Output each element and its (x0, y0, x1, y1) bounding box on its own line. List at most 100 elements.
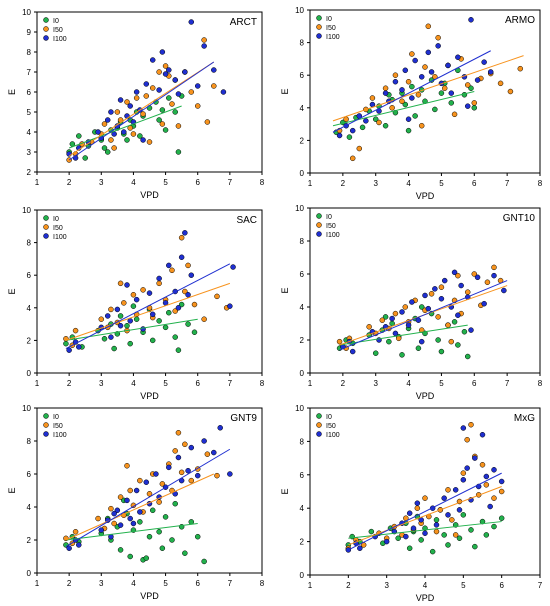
y-tick-label: 10 (22, 8, 31, 17)
data-point (182, 441, 188, 448)
data-point (133, 316, 140, 322)
trend-line-i50 (348, 486, 502, 546)
y-tick-label: 6 (27, 470, 32, 479)
data-point (491, 264, 497, 271)
data-point (460, 470, 467, 476)
legend-label: I50 (53, 423, 63, 430)
legend-marker (316, 413, 322, 419)
y-tick-label: 8 (300, 237, 305, 246)
data-point (451, 269, 458, 276)
data-point (349, 127, 356, 134)
data-point (95, 129, 101, 135)
data-point (402, 304, 409, 310)
data-point (441, 532, 447, 538)
data-point (162, 127, 169, 133)
data-point (474, 77, 481, 83)
x-tick-label: 1 (35, 579, 40, 588)
legend-marker (316, 231, 322, 237)
data-point (445, 487, 451, 493)
legend: I0 I50 I100 (43, 17, 67, 43)
data-point (409, 51, 415, 57)
plot-frame (309, 207, 541, 374)
trend-line-i50 (65, 473, 214, 541)
data-point (405, 116, 412, 122)
data-point (121, 129, 127, 135)
data-point (418, 74, 425, 80)
data-point (185, 292, 191, 298)
x-tick-label: 4 (131, 379, 136, 388)
data-point (491, 272, 497, 279)
data-point (410, 525, 417, 531)
data-point (149, 57, 156, 63)
data-point (166, 67, 172, 73)
x-tick-label: 5 (163, 379, 168, 388)
data-point (162, 63, 169, 69)
data-point (133, 487, 140, 494)
legend-marker (43, 413, 49, 419)
data-point (479, 462, 486, 468)
plot-frame (36, 407, 263, 574)
y-tick-label: 6 (300, 270, 305, 279)
data-point (166, 309, 172, 316)
data-point (166, 95, 172, 101)
data-point (456, 535, 463, 542)
data-point (438, 348, 445, 355)
legend-marker (316, 15, 322, 21)
trend-line-i50 (332, 55, 524, 122)
data-point (227, 471, 233, 477)
data-point (402, 101, 409, 108)
x-tick-label: 3 (99, 178, 104, 187)
legend-label: I0 (326, 16, 332, 23)
data-point (146, 491, 153, 497)
y-axis-label: E (280, 488, 290, 494)
data-point (111, 345, 117, 352)
data-point (227, 303, 233, 309)
legend-marker (43, 422, 49, 428)
data-point (399, 352, 405, 358)
y-tick-label: 2 (27, 536, 32, 545)
data-point (399, 98, 405, 105)
data-point (214, 472, 220, 479)
data-point (487, 503, 493, 510)
data-point (418, 338, 425, 345)
data-point (114, 507, 121, 514)
x-tick-label: 1 (35, 178, 40, 187)
data-point (498, 488, 505, 495)
y-tick-label: 0 (27, 369, 32, 378)
legend-marker (316, 213, 322, 219)
legend: I0 I50 I100 (316, 413, 340, 439)
data-point (435, 34, 441, 41)
x-tick-label: 6 (472, 379, 477, 388)
data-point (441, 85, 448, 91)
data-point (349, 155, 356, 162)
x-tick-label: 4 (423, 581, 428, 590)
x-tick-label: 6 (472, 179, 477, 188)
legend-label: I0 (326, 414, 332, 421)
data-point (382, 90, 389, 96)
data-point (72, 327, 79, 334)
data-point (460, 477, 467, 483)
data-point (194, 472, 201, 479)
x-tick-label: 2 (67, 178, 72, 187)
legend-label: I100 (53, 234, 67, 241)
data-point (491, 467, 497, 473)
data-point (140, 137, 146, 143)
data-point (435, 43, 441, 49)
data-point (445, 512, 451, 518)
data-point (169, 537, 175, 543)
data-point (137, 477, 143, 484)
x-tick-label: 7 (228, 579, 233, 588)
data-point (72, 529, 79, 535)
data-point (357, 545, 363, 552)
data-point (369, 95, 376, 101)
x-tick-label: 4 (406, 179, 411, 188)
data-point (422, 64, 428, 70)
data-point (149, 311, 156, 318)
data-point (63, 340, 69, 347)
data-point (188, 19, 195, 25)
data-point (172, 109, 178, 115)
legend-marker (316, 422, 322, 428)
data-point (121, 300, 127, 306)
x-tick-label: 5 (461, 581, 466, 590)
